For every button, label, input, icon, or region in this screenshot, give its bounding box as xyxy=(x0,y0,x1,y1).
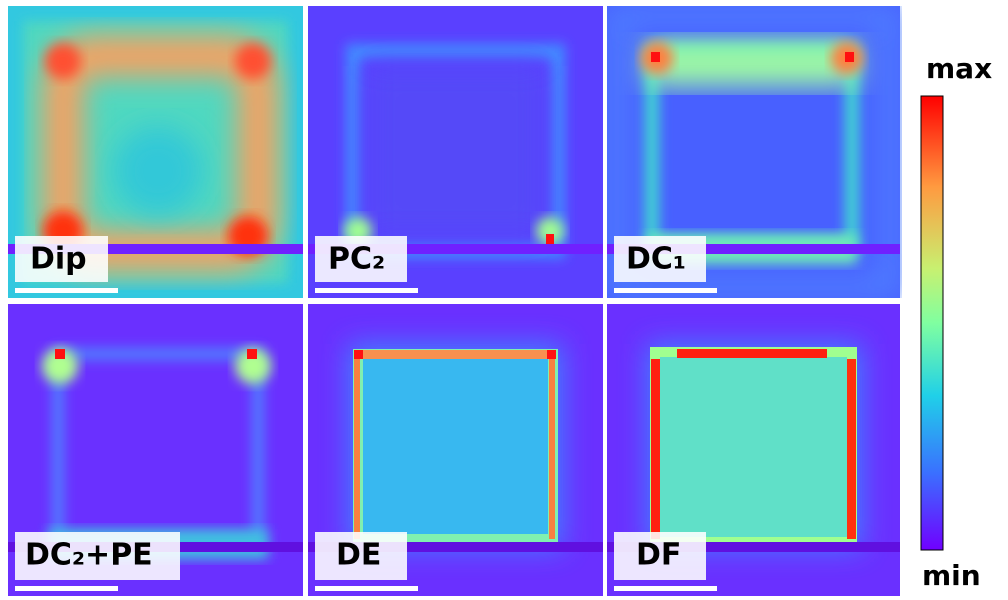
panel-labels: Dip PC₂ DC₁ DC₂+PE DE DF xyxy=(15,236,706,580)
colorbar-min: min xyxy=(922,559,981,592)
panel-label: Dip xyxy=(30,242,87,277)
label-box xyxy=(614,532,706,580)
label-box xyxy=(614,236,706,282)
scale-bars xyxy=(15,288,717,591)
colorbar xyxy=(920,95,944,551)
label-box xyxy=(15,236,108,282)
label-box xyxy=(315,236,407,282)
panel-label: PC₂ xyxy=(328,242,385,277)
panel-label: DC₂+PE xyxy=(25,538,153,573)
panel-label: DC₁ xyxy=(626,242,686,277)
label-box xyxy=(15,532,180,580)
colorbar-max: max xyxy=(926,52,992,85)
heatmap-panel xyxy=(607,304,900,596)
panel-label: DF xyxy=(636,538,681,573)
panel-label: DE xyxy=(336,538,381,573)
label-box xyxy=(315,532,407,580)
heatmap-panel xyxy=(308,304,603,596)
